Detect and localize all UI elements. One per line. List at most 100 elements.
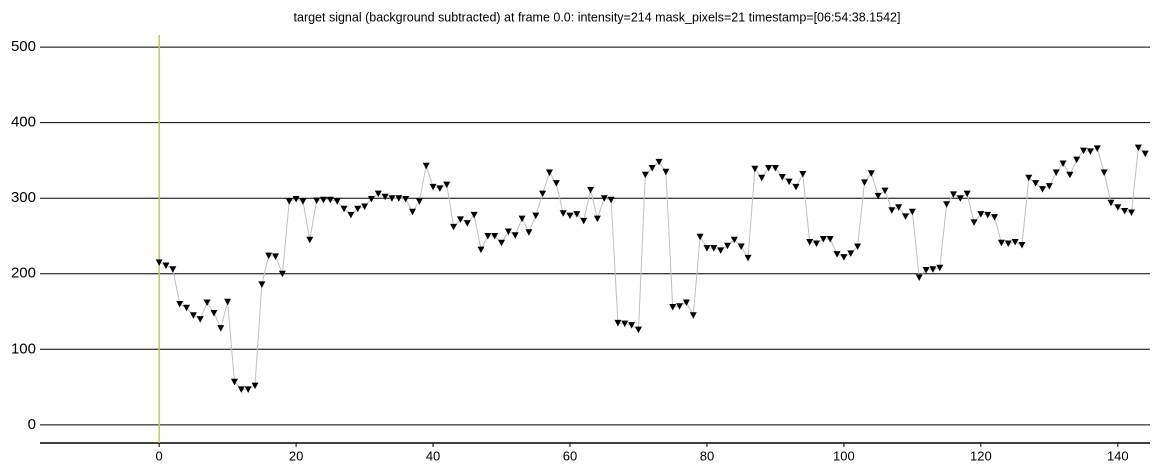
data-point — [860, 179, 868, 186]
data-point — [402, 195, 410, 203]
data-point — [463, 220, 471, 227]
data-point — [593, 215, 601, 223]
data-point — [265, 252, 273, 260]
data-point — [189, 312, 197, 319]
data-point — [669, 304, 677, 311]
data-point — [415, 198, 423, 205]
chart-title: target signal (background subtracted) at… — [294, 10, 901, 24]
data-point — [1121, 208, 1129, 215]
data-point — [422, 162, 430, 170]
data-point — [409, 208, 417, 216]
data-point — [1038, 186, 1046, 193]
data-point — [607, 196, 615, 204]
data-point — [751, 165, 759, 173]
data-point — [710, 245, 718, 252]
data-point — [1025, 174, 1033, 182]
data-point — [251, 382, 259, 390]
data-point — [278, 270, 286, 278]
data-point — [703, 245, 711, 252]
data-point — [730, 236, 738, 244]
data-point — [943, 201, 951, 208]
data-point — [1018, 242, 1026, 249]
data-point — [717, 247, 725, 254]
data-point — [183, 304, 191, 312]
x-tick-label: 40 — [426, 448, 440, 463]
data-point — [895, 204, 903, 211]
data-point — [929, 266, 937, 273]
data-point — [443, 181, 451, 189]
series-line — [158, 146, 1146, 390]
data-point — [272, 253, 280, 260]
data-point — [1059, 160, 1067, 167]
y-tick-label: 300 — [11, 189, 36, 206]
data-point — [840, 254, 848, 261]
data-point — [169, 266, 177, 273]
data-point — [984, 211, 992, 219]
data-point — [765, 164, 773, 172]
data-point — [340, 205, 348, 213]
data-point — [587, 186, 595, 194]
data-point — [867, 170, 875, 177]
data-point — [778, 174, 786, 181]
data-point — [566, 212, 574, 220]
data-point — [552, 180, 560, 187]
y-tick-label: 100 — [11, 340, 36, 357]
data-point — [949, 191, 957, 198]
data-point — [744, 254, 752, 262]
data-point — [874, 192, 882, 200]
data-point — [436, 185, 444, 192]
data-point — [641, 171, 649, 179]
data-point — [662, 168, 670, 176]
data-point — [881, 187, 889, 195]
data-point — [628, 322, 636, 329]
x-tick-label: 80 — [700, 448, 714, 463]
data-point — [176, 300, 184, 308]
data-point — [614, 319, 622, 327]
data-point — [676, 303, 684, 310]
data-point — [539, 190, 547, 198]
data-point — [737, 243, 745, 251]
data-point — [210, 310, 218, 317]
data-point — [319, 196, 327, 204]
data-point — [902, 213, 910, 220]
data-point — [936, 264, 944, 272]
data-point — [374, 190, 382, 198]
data-point — [1066, 171, 1074, 179]
data-point — [888, 207, 896, 214]
data-point — [511, 232, 519, 239]
data-point — [388, 195, 396, 202]
data-point — [244, 386, 252, 393]
data-point — [429, 183, 437, 191]
data-point — [573, 211, 581, 218]
data-point — [1080, 147, 1088, 155]
data-point — [525, 229, 533, 236]
data-point — [1086, 148, 1094, 155]
data-point — [395, 195, 403, 202]
data-point — [230, 378, 238, 386]
data-point — [361, 203, 369, 211]
data-point — [367, 195, 375, 203]
data-point — [306, 236, 314, 244]
data-point — [580, 217, 588, 225]
data-point — [655, 158, 663, 166]
data-point — [285, 198, 293, 205]
data-point — [1045, 183, 1053, 190]
data-point — [908, 208, 916, 216]
data-point — [792, 183, 800, 191]
data-point — [689, 312, 697, 319]
data-point — [1032, 180, 1040, 187]
data-point — [922, 266, 930, 274]
data-point — [621, 320, 629, 328]
data-point — [484, 232, 492, 240]
data-point — [381, 193, 389, 201]
y-tick-label: 400 — [11, 114, 36, 131]
data-point — [545, 169, 553, 177]
data-point — [956, 195, 964, 202]
y-tick-label: 200 — [11, 265, 36, 282]
data-point — [1114, 204, 1122, 211]
data-point — [696, 233, 704, 241]
data-point — [196, 316, 204, 323]
data-point — [813, 240, 821, 248]
data-point — [1141, 150, 1149, 158]
